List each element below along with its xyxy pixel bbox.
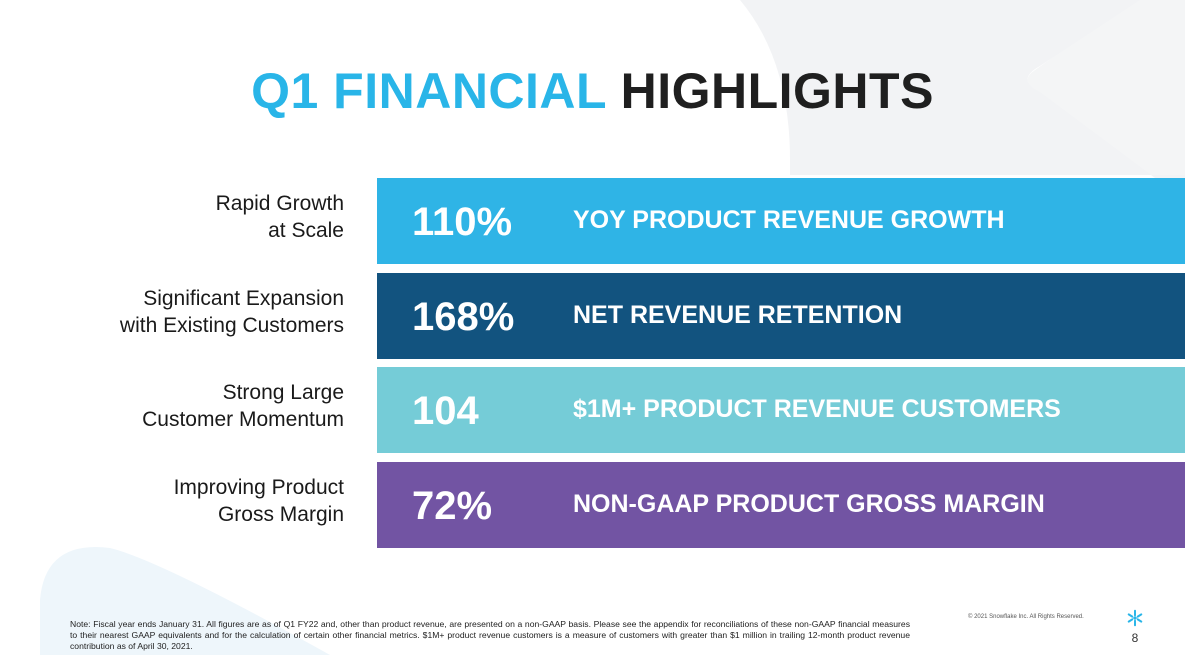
metric-value: 72% — [412, 484, 493, 528]
metric-value: 104 — [412, 389, 479, 433]
highlight-row: Improving Product Gross Margin 72% NON-GA… — [0, 462, 1185, 548]
highlight-bar: 104 $1M+ PRODUCT REVENUE CUSTOMERS — [377, 367, 1185, 453]
metric-description: NON-GAAP PRODUCT GROSS MARGIN — [573, 490, 1045, 518]
metric-value: 168% — [412, 295, 515, 339]
metric-value: 110% — [412, 200, 513, 244]
row-label: Significant Expansion with Existing Custo… — [119, 287, 344, 337]
highlight-row: Significant Expansion with Existing Custo… — [0, 273, 1185, 359]
highlight-bar: 72% NON-GAAP PRODUCT GROSS MARGIN — [377, 462, 1185, 548]
title-rest: HIGHLIGHTS — [620, 63, 934, 119]
highlight-bar: 110% YOY PRODUCT REVENUE GROWTH — [377, 178, 1185, 264]
row-label: Rapid Growth at Scale — [215, 192, 344, 242]
title-accent: Q1 FINANCIAL — [251, 63, 607, 119]
highlight-row: Rapid Growth at Scale 110% YOY PRODUCT RE… — [0, 178, 1185, 264]
page-title: Q1 FINANCIAL HIGHLIGHTS — [0, 62, 1185, 120]
row-label: Improving Product Gross Margin — [173, 476, 344, 526]
snowflake-logo-icon — [1127, 609, 1143, 627]
metric-description: YOY PRODUCT REVENUE GROWTH — [573, 206, 1005, 234]
highlight-bar: 168% NET REVENUE RETENTION — [377, 273, 1185, 359]
row-label: Strong Large Customer Momentum — [142, 381, 344, 431]
copyright-notice: © 2021 Snowflake Inc. All Rights Reserve… — [968, 614, 1084, 620]
page-number: 8 — [1131, 631, 1139, 645]
footnote: Note: Fiscal year ends January 31. All f… — [70, 619, 910, 651]
metric-description: $1M+ PRODUCT REVENUE CUSTOMERS — [573, 395, 1061, 423]
highlight-row: Strong Large Customer Momentum 104 $1M+ P… — [0, 367, 1185, 453]
metric-description: NET REVENUE RETENTION — [573, 301, 903, 329]
